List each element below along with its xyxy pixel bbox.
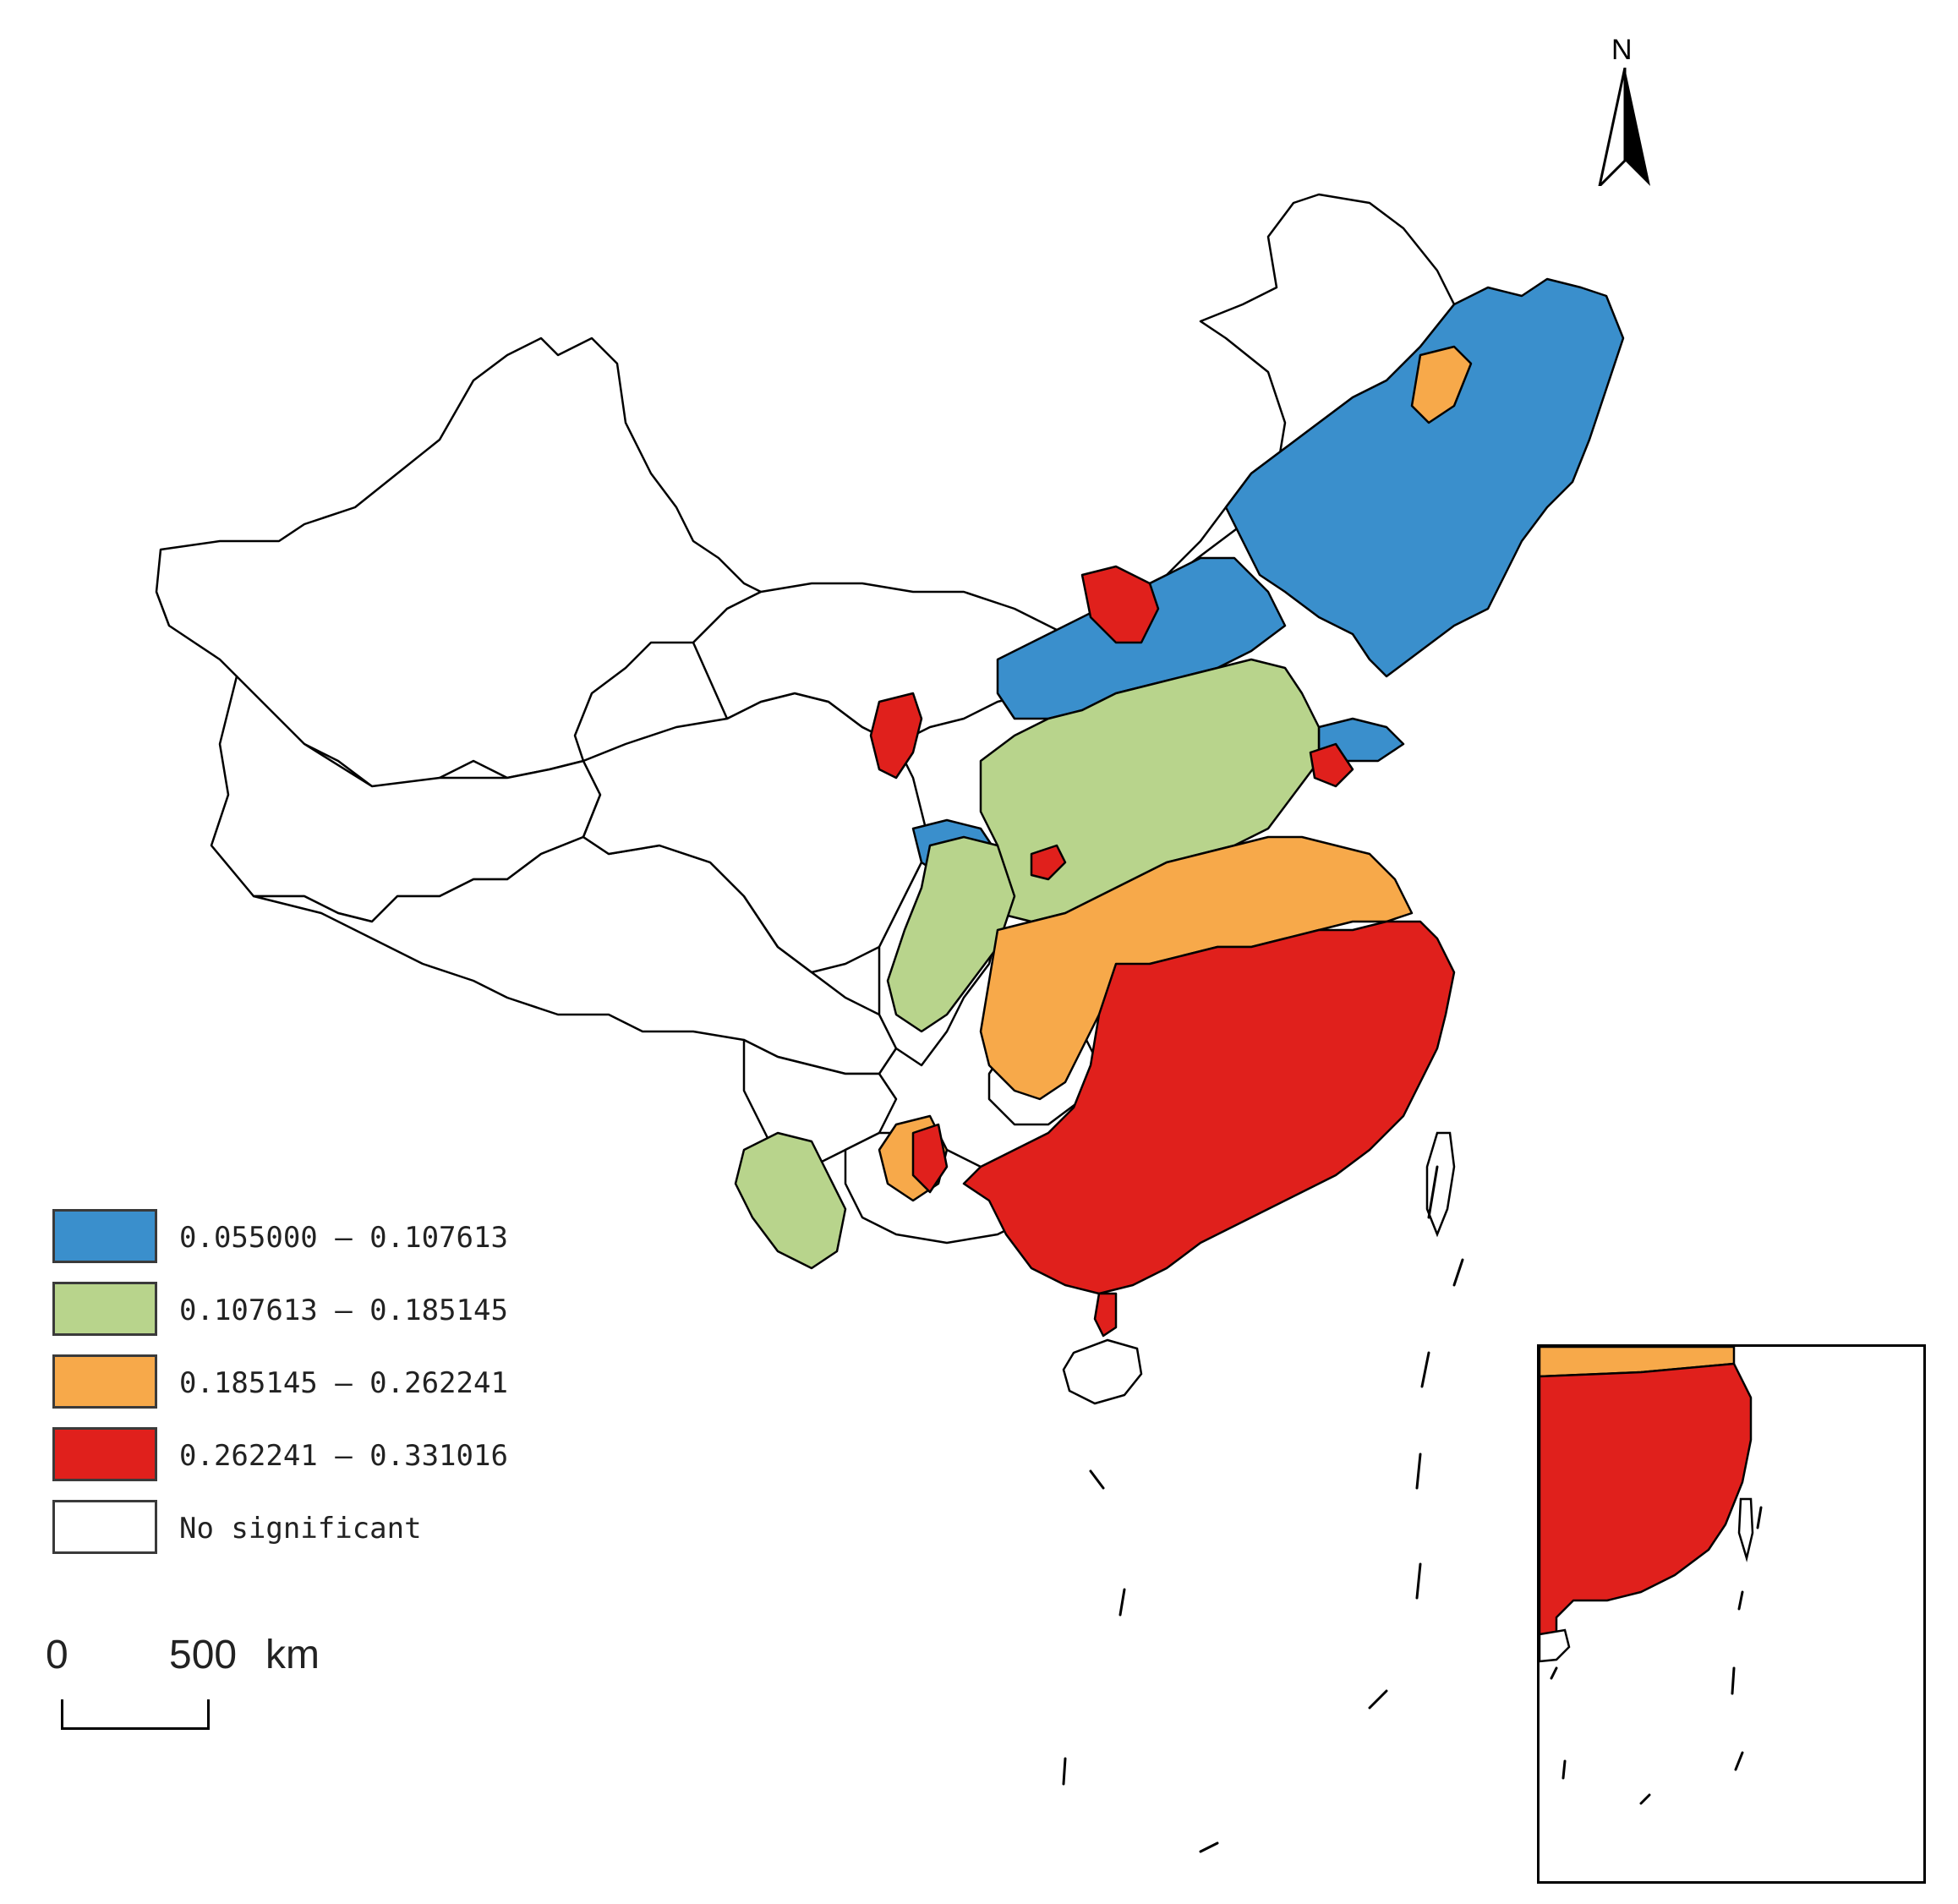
nine-dash-line [1062,1165,1464,1853]
region-yunnan-green [734,1131,847,1270]
legend-label: 0.107613 — 0.185145 [179,1294,508,1327]
region-shaanxi-red [1030,844,1067,881]
legend-item: 0.185145 — 0.262241 [52,1354,644,1410]
inset-taiwan [1737,1497,1754,1562]
class-4-regions [869,565,1456,1338]
region-northeast [1224,277,1625,678]
inset-dashes [1550,1506,1763,1805]
legend-swatch-1 [52,1209,157,1263]
legend-swatch-3 [52,1354,157,1409]
scale-zero-label: 0 [46,1633,68,1677]
north-label: N [1611,34,1633,66]
legend-label: 0.262241 — 0.331016 [179,1439,508,1473]
scale-unit-label: km [265,1633,320,1677]
taiwan-island [1425,1131,1456,1238]
legend-item: 0.262241 — 0.331016 [52,1427,644,1483]
south-china-sea-inset [1537,1344,1926,1884]
islands [1062,1131,1464,1853]
inset-map [1540,1347,1763,1805]
region-tibet [252,835,898,1075]
legend-swatch-2 [52,1282,157,1336]
scale-bar: 0 500 km [44,1632,348,1750]
scale-bar-line [61,1699,210,1730]
region-gansu-red [869,692,923,780]
region-north-red [1080,565,1160,644]
scale-distance-label: 500 [169,1633,238,1677]
legend-label: No significant [179,1512,422,1546]
class-2-regions [734,658,1321,1270]
region-leizhou [1093,1292,1118,1338]
legend-item: 0.107613 — 0.185145 [52,1282,644,1338]
inset-southeast [1540,1362,1753,1653]
region-southeast [962,920,1456,1295]
legend-item: No significant [52,1500,644,1556]
legend-label: 0.185145 — 0.262241 [179,1366,508,1400]
legend-swatch-4 [52,1427,157,1481]
legend-label: 0.055000 — 0.107613 [179,1221,508,1255]
region-shandong-red [1309,742,1354,788]
region-jilin-orange [1410,345,1473,424]
hainan-island [1062,1338,1143,1405]
region-central-orange [979,835,1414,1101]
legend-item: 0.055000 — 0.107613 [52,1209,644,1265]
legend-swatch-5 [52,1500,157,1554]
region-sichuan-green [886,835,1016,1033]
north-arrow-icon [1598,68,1650,186]
region-inner-mongolia-west [692,582,1101,746]
north-arrow: N [1589,34,1665,186]
inset-hainan [1540,1628,1571,1663]
region-guangxi-red [911,1123,949,1194]
